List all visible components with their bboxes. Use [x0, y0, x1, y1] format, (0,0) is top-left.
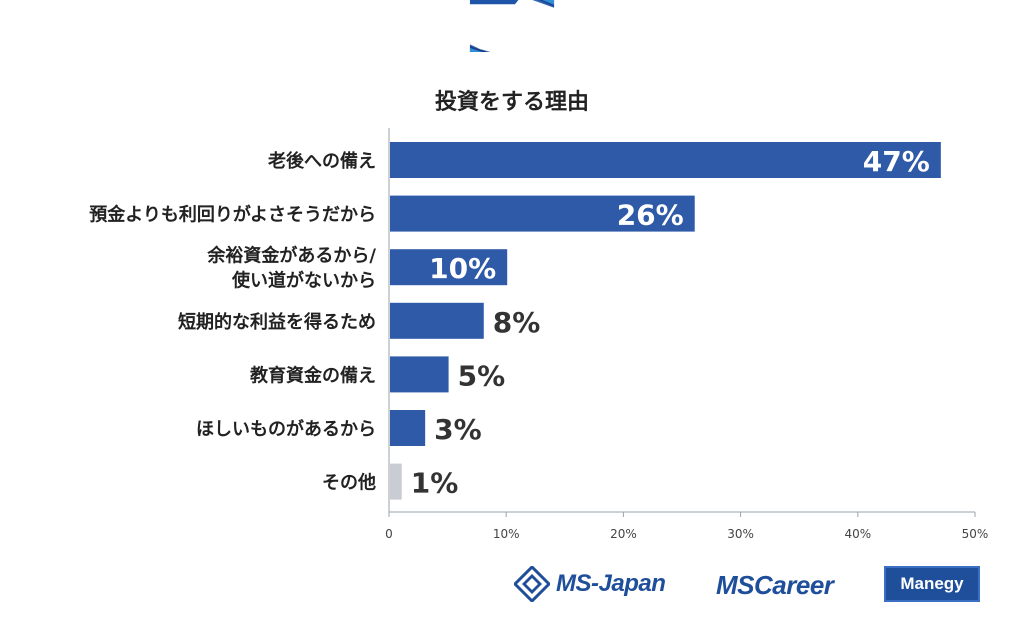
- bar-1: [390, 195, 695, 232]
- chart-title: 投資をする理由: [434, 90, 589, 115]
- data-label-1: 26%: [617, 199, 684, 232]
- data-label-2: 10%: [429, 252, 496, 285]
- ms-japan-logo-text: MS-Japan: [556, 570, 666, 597]
- report-title: 管理部門・士業の「資産運用・投資」実態調査: [18, 14, 491, 39]
- x-tick-label-3: 30%: [727, 527, 754, 541]
- category-label-4: 教育資金の備え: [250, 364, 376, 386]
- x-tick-label-5: 50%: [962, 527, 989, 541]
- category-label-1: 預金よりも利回りがよさそうだから: [89, 204, 376, 226]
- bar-4: [390, 356, 449, 393]
- ms-career-logo: MSCareer: [716, 570, 834, 600]
- x-tick-label-4: 40%: [844, 527, 871, 541]
- data-label-6: 1%: [411, 467, 459, 500]
- data-label-0: 47%: [863, 145, 930, 178]
- category-label-2-line-1: 使い道がないから: [231, 270, 376, 292]
- bar-5: [390, 410, 426, 446]
- data-label-3: 8%: [493, 306, 541, 339]
- category-label-6: その他: [322, 472, 376, 494]
- data-label-5: 3%: [434, 413, 482, 446]
- header-banner: [469, 0, 555, 52]
- category-label-5: ほしいものがあるから: [196, 418, 376, 440]
- bar-3: [390, 302, 484, 339]
- manegy-logo: Manegy: [884, 566, 980, 602]
- ms-japan-diamond-icon: [514, 566, 550, 602]
- category-label-0: 老後への備え: [268, 150, 376, 172]
- x-tick-label-1: 10%: [493, 527, 520, 541]
- x-tick-label-0: 0: [385, 527, 393, 541]
- ms-japan-logo: MS-Japan: [514, 566, 666, 602]
- data-label-4: 5%: [458, 359, 506, 392]
- bar-0: [390, 142, 941, 178]
- x-tick-label-2: 20%: [610, 527, 637, 541]
- bar-2: [390, 249, 508, 286]
- category-label-3: 短期的な利益を得るため: [178, 311, 376, 333]
- bar-6: [390, 463, 402, 500]
- category-label-2-line-0: 余裕資金があるから/: [206, 245, 376, 267]
